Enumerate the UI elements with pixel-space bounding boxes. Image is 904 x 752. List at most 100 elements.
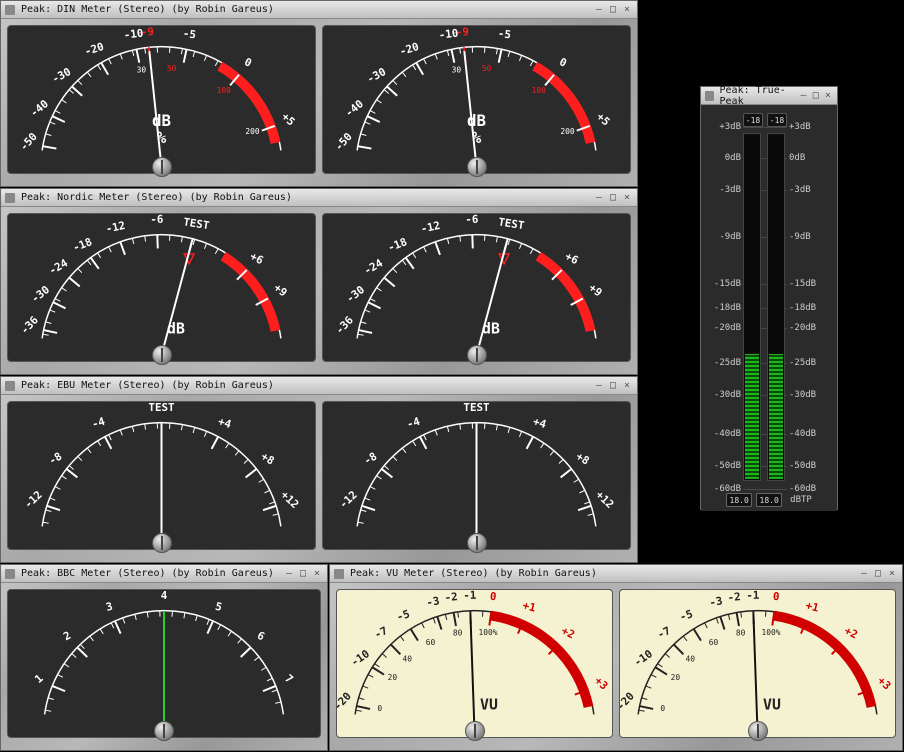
svg-text:-5: -5 <box>497 27 512 42</box>
minimize-button[interactable]: – <box>593 192 605 204</box>
svg-text:-7: -7 <box>372 624 389 641</box>
svg-text:20: 20 <box>388 673 398 682</box>
svg-text:60: 60 <box>709 638 719 647</box>
adjust-screw[interactable] <box>152 533 172 553</box>
minimize-button[interactable]: – <box>283 568 295 580</box>
bar-left-fill <box>745 354 759 479</box>
meters-row: 1234567 <box>1 583 327 744</box>
svg-text:100: 100 <box>532 86 546 95</box>
readout-right[interactable]: 18.0 <box>756 493 782 507</box>
scale-label-right: -3dB <box>789 185 811 195</box>
maximize-button[interactable]: □ <box>811 90 821 102</box>
adjust-screw[interactable] <box>465 721 485 741</box>
minimize-button[interactable]: – <box>593 380 605 392</box>
svg-text:-50: -50 <box>17 130 40 153</box>
readout-unit: dBTP <box>790 495 812 505</box>
maximize-button[interactable]: □ <box>872 568 884 580</box>
adjust-screw[interactable] <box>467 157 487 177</box>
minimize-button[interactable]: – <box>858 568 870 580</box>
adjust-screw[interactable] <box>467 345 487 365</box>
svg-text:+9: +9 <box>271 281 289 299</box>
window-title: Peak: DIN Meter (Stereo) (by Robin Gareu… <box>21 4 274 15</box>
svg-text:TEST: TEST <box>497 215 525 232</box>
svg-text:-2: -2 <box>727 590 741 604</box>
close-button[interactable]: × <box>823 90 833 102</box>
readout-left[interactable]: 18.0 <box>726 493 752 507</box>
svg-text:-50: -50 <box>332 130 355 153</box>
ebu-titlebar[interactable]: Peak: EBU Meter (Stereo) (by Robin Gareu… <box>1 377 637 395</box>
svg-text:60: 60 <box>426 638 436 647</box>
scale-label-right: -9dB <box>789 232 811 242</box>
close-button[interactable]: × <box>621 192 633 204</box>
window-title: Peak: BBC Meter (Stereo) (by Robin Gareu… <box>21 568 274 579</box>
close-button[interactable]: × <box>621 380 633 392</box>
svg-text:-10: -10 <box>631 647 655 669</box>
nordic-titlebar[interactable]: Peak: Nordic Meter (Stereo) (by Robin Ga… <box>1 189 637 207</box>
vu-gauge-1: -20-10-7-5-3-2-10+1+2+3020406080100%VU <box>619 589 896 738</box>
nordic-gauge-1: -36-30-24-18-12-6TEST+6+9dB <box>322 213 631 362</box>
svg-text:30: 30 <box>452 65 462 74</box>
svg-text:-3: -3 <box>708 594 723 609</box>
svg-text:20: 20 <box>671 673 681 682</box>
svg-text:VU: VU <box>480 696 498 713</box>
app-icon <box>5 5 15 15</box>
svg-text:-30: -30 <box>365 65 388 86</box>
svg-text:VU: VU <box>763 696 781 713</box>
svg-text:+2: +2 <box>842 624 859 641</box>
maximize-button[interactable]: □ <box>297 568 309 580</box>
svg-text:-12: -12 <box>22 488 45 511</box>
svg-text:7: 7 <box>282 672 295 686</box>
minimize-button[interactable]: – <box>593 4 605 16</box>
scale-label-right: +3dB <box>789 122 811 132</box>
svg-text:-4: -4 <box>405 415 422 431</box>
adjust-screw[interactable] <box>152 157 172 177</box>
maximize-button[interactable]: □ <box>607 4 619 16</box>
svg-text:+8: +8 <box>259 450 277 468</box>
bbc-titlebar[interactable]: Peak: BBC Meter (Stereo) (by Robin Gareu… <box>1 565 327 583</box>
svg-text:-7: -7 <box>655 624 672 641</box>
scale-left: +3dB0dB-3dB-9dB-15dB-18dB-20dB-25dB-30dB… <box>707 111 743 505</box>
svg-text:-8: -8 <box>361 450 379 468</box>
svg-text:+8: +8 <box>574 450 592 468</box>
vu-titlebar[interactable]: Peak: VU Meter (Stereo) (by Robin Gareus… <box>330 565 902 583</box>
close-button[interactable]: × <box>886 568 898 580</box>
svg-text:-20: -20 <box>620 690 637 713</box>
tp-titlebar[interactable]: Peak: True-Peak – □ × <box>701 87 837 105</box>
minimize-button[interactable]: – <box>798 90 808 102</box>
svg-text:-18: -18 <box>386 235 409 254</box>
bar-area: -18 -18 <box>743 111 787 505</box>
adjust-screw[interactable] <box>154 721 174 741</box>
scale-label-right: -18dB <box>789 303 816 313</box>
scale-label-right: 0dB <box>789 153 805 163</box>
scale-label-left: 0dB <box>725 153 741 163</box>
close-button[interactable]: × <box>311 568 323 580</box>
grid-line <box>743 127 787 128</box>
scale-label-right: -40dB <box>789 429 816 439</box>
svg-text:-30: -30 <box>50 65 73 86</box>
bbc-gauge-0: 1234567 <box>7 589 321 738</box>
scale-label-right: -25dB <box>789 358 816 368</box>
adjust-screw[interactable] <box>748 721 768 741</box>
maximize-button[interactable]: □ <box>607 380 619 392</box>
scale-label-right: -50dB <box>789 461 816 471</box>
svg-text:0: 0 <box>660 704 665 713</box>
svg-text:40: 40 <box>685 654 695 663</box>
meters-row: -50-40-30-20-10-9-50+53050100200dB% -50 -… <box>1 19 637 180</box>
svg-text:-30: -30 <box>344 283 367 305</box>
grid-line <box>743 489 787 490</box>
close-button[interactable]: × <box>621 4 633 16</box>
svg-text:-12: -12 <box>420 219 442 236</box>
svg-text:5: 5 <box>214 600 224 614</box>
din-gauge-0: -50-40-30-20-10-9-50+53050100200dB% <box>7 25 316 174</box>
din-titlebar[interactable]: Peak: DIN Meter (Stereo) (by Robin Gareu… <box>1 1 637 19</box>
svg-text:-12: -12 <box>337 488 360 511</box>
adjust-screw[interactable] <box>467 533 487 553</box>
adjust-screw[interactable] <box>152 345 172 365</box>
svg-text:-3: -3 <box>425 594 440 609</box>
svg-text:6: 6 <box>255 629 267 644</box>
svg-text:30: 30 <box>137 65 147 74</box>
scale-label-right: -30dB <box>789 390 816 400</box>
svg-text:-12: -12 <box>105 219 127 236</box>
svg-text:+4: +4 <box>532 415 549 431</box>
maximize-button[interactable]: □ <box>607 192 619 204</box>
